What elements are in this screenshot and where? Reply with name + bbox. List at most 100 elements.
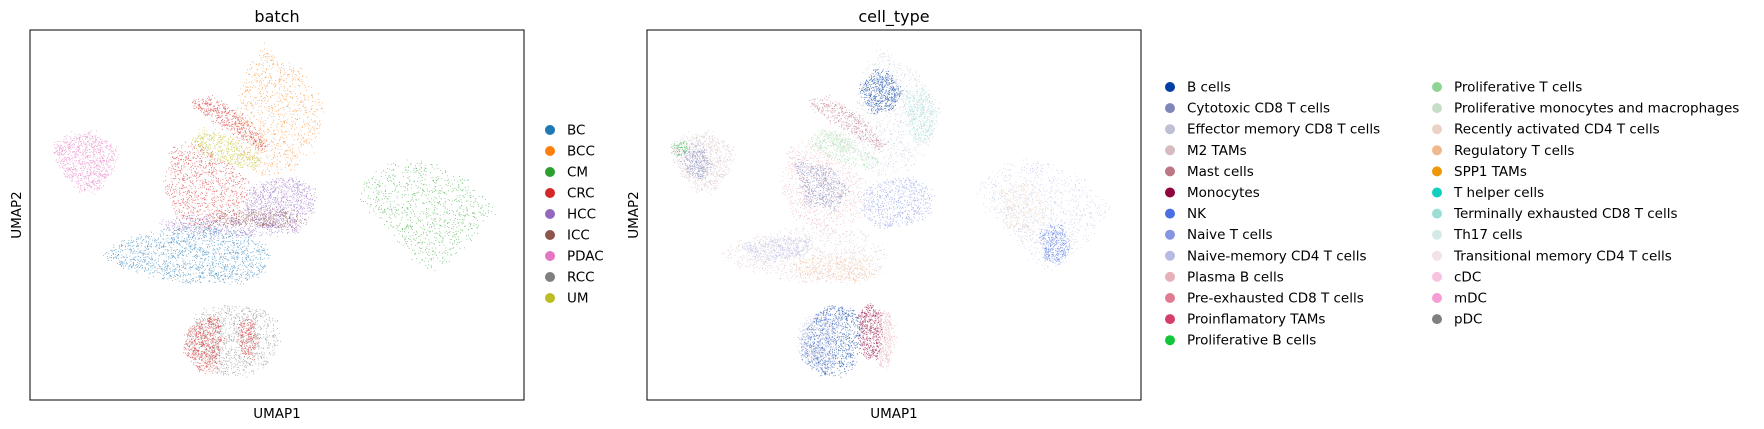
cell-type-legend-label-b-cells: B cells <box>1187 80 1231 96</box>
cell-type-point-cluster-0 <box>847 43 941 176</box>
cell-type-legend-label-regulatory-t-cells: Regulatory T cells <box>1454 143 1574 159</box>
cell-type-point-cluster-4 <box>1038 223 1073 265</box>
batch-point-cluster-2 <box>360 159 497 271</box>
batch-legend-label-bcc: BCC <box>567 144 595 160</box>
cell-type-legend-marker-terminally-exhausted-cd8-t-cells <box>1432 208 1442 219</box>
cell-type-legend-marker-recently-activated-cd4-t-cells <box>1432 124 1442 135</box>
cell-type-legend-marker-transitional-memory-cd4-t-cells <box>1432 250 1442 261</box>
cell-type-legend-marker-mdc <box>1432 293 1442 303</box>
batch-legend-label-icc: ICC <box>567 228 590 244</box>
cell-type-point-cluster-9 <box>780 141 870 229</box>
cell-type-legend-label-spp1-tams: SPP1 TAMs <box>1454 164 1527 180</box>
cell-type-xlabel: UMAP1 <box>870 406 918 422</box>
batch-points <box>53 42 497 378</box>
cell-type-legend-label-effector-memory-cd8-t-cells: Effector memory CD8 T cells <box>1187 122 1380 138</box>
cell-type-point-cluster-8 <box>741 236 812 266</box>
batch-axes-frame <box>29 29 525 401</box>
cell-type-point-cluster-5 <box>999 180 1051 240</box>
cell-type-point-cluster-20 <box>857 303 885 360</box>
cell-type-point-cluster-10 <box>794 159 850 213</box>
cell-type-legend-label-m2-tams: M2 TAMs <box>1187 143 1247 159</box>
batch-point-cluster-6 <box>243 176 318 229</box>
cell-type-legend-label-th17-cells: Th17 cells <box>1453 227 1523 243</box>
cell-type-legend-marker-cytotoxic-cd8-t-cells <box>1165 103 1175 114</box>
cell-type-point-cluster-7 <box>791 254 879 283</box>
batch-point-cluster-1 <box>231 42 325 176</box>
batch-legend-marker-bc <box>545 125 555 135</box>
batch-panel: batch UMAP1 UMAP2 BC BCC CM CRC HCC ICC PDAC RC… <box>9 7 604 422</box>
cell-type-point-cluster-18 <box>797 305 865 378</box>
cell-type-legend-label-naive-memory-cd4-t-cells: Naive-memory CD4 T cells <box>1187 248 1367 264</box>
batch-point-cluster-5 <box>192 127 262 171</box>
batch-point-cluster-7 <box>159 213 302 238</box>
cell-type-legend-marker-plasma-b-cells <box>1165 271 1175 282</box>
cell-type-ylabel: UMAP2 <box>626 191 642 239</box>
cell-type-legend-marker-b-cells <box>1165 82 1175 92</box>
batch-legend-label-um: UM <box>567 291 589 307</box>
cell-type-legend-label-plasma-b-cells: Plasma B cells <box>1187 269 1284 285</box>
batch-point-cluster-9 <box>53 130 119 195</box>
batch-legend-label-crc: CRC <box>567 186 595 202</box>
cell-type-legend-marker-proliferative-t-cells <box>1432 82 1442 92</box>
cell-type-legend-marker-pdc <box>1432 314 1442 325</box>
batch-legend: BC BCC CM CRC HCC ICC PDAC RCC UM <box>545 123 604 307</box>
cell-type-legend-label-nk: NK <box>1187 206 1207 222</box>
cell-type-legend-marker-proliferative-b-cells <box>1165 335 1175 346</box>
batch-legend-marker-um <box>545 293 555 303</box>
cell-type-legend-label-proliferative-b-cells: Proliferative B cells <box>1187 333 1316 349</box>
cell-type-point-cluster-13 <box>808 129 879 171</box>
batch-legend-marker-crc <box>545 188 555 198</box>
cell-type-points <box>670 43 1110 378</box>
batch-legend-marker-pdac <box>545 251 555 261</box>
cell-type-legend-marker-naive-memory-cd4-t-cells <box>1165 250 1175 261</box>
cell-type-legend-marker-th17-cells <box>1432 229 1442 240</box>
batch-legend-label-hcc: HCC <box>567 207 596 223</box>
cell-type-legend-label-cytotoxic-cd8-t-cells: Cytotoxic CD8 T cells <box>1187 101 1330 117</box>
batch-legend-label-cm: CM <box>567 165 588 181</box>
cell-type-point-cluster-12 <box>809 94 887 150</box>
cell-type-point-cluster-14 <box>820 130 859 158</box>
cell-type-point-cluster-17 <box>670 140 692 157</box>
cell-type-title: cell_type <box>858 7 929 27</box>
cell-type-legend-label-transitional-memory-cd4-t-cells: Transitional memory CD4 T cells <box>1453 248 1672 264</box>
cell-type-legend-label-monocytes: Monocytes <box>1187 185 1260 201</box>
cell-type-point-cluster-11 <box>860 176 935 230</box>
cell-type-point-cluster-15 <box>670 130 736 195</box>
cell-type-legend-marker-effector-memory-cd8-t-cells <box>1165 124 1175 135</box>
cell-type-legend-label-mast-cells: Mast cells <box>1187 164 1254 180</box>
cell-type-point-cluster-1 <box>859 69 904 115</box>
cell-type-legend-marker-regulatory-t-cells <box>1432 145 1442 156</box>
cell-type-legend-marker-pre-exhausted-cd8-t-cells <box>1165 293 1175 303</box>
cell-type-legend-marker-naive-t-cells <box>1165 229 1175 240</box>
cell-type-panel: cell_type UMAP1 UMAP2 B cells Cytotoxic C… <box>626 7 1739 422</box>
cell-type-legend-label-pdc: pDC <box>1454 312 1482 328</box>
batch-legend-marker-hcc <box>545 209 555 219</box>
cell-type-axes-frame <box>646 29 1142 401</box>
cell-type-legend-marker-spp1-tams <box>1432 166 1442 177</box>
batch-title: batch <box>254 7 299 26</box>
cell-type-legend-label-naive-t-cells: Naive T cells <box>1187 227 1273 243</box>
cell-type-legend-label-cdc: cDC <box>1454 269 1481 285</box>
cell-type-legend-marker-monocytes <box>1165 187 1175 198</box>
batch-point-cluster-0 <box>103 222 271 285</box>
cell-type-legend-label-terminally-exhausted-cd8-t-cells: Terminally exhausted CD8 T cells <box>1453 206 1678 222</box>
cell-type-legend-label-t-helper-cells: T helper cells <box>1453 185 1544 201</box>
batch-point-cluster-12 <box>236 316 260 363</box>
batch-legend-label-rcc: RCC <box>567 270 595 286</box>
cell-type-point-cluster-21 <box>874 309 898 370</box>
batch-xlabel: UMAP1 <box>253 406 301 422</box>
batch-legend-marker-rcc <box>545 272 555 282</box>
batch-legend-label-bc: BC <box>567 123 585 139</box>
cell-type-legend: B cells Cytotoxic CD8 T cells Effector mem… <box>1165 80 1739 349</box>
cell-type-legend-marker-proliferative-monocytes-and-macrophages <box>1432 103 1442 114</box>
cell-type-point-cluster-19 <box>797 312 843 371</box>
cell-type-point-cluster-2 <box>903 84 940 143</box>
cell-type-legend-marker-proinflamatory-tams <box>1165 314 1175 325</box>
cell-type-legend-label-proliferative-t-cells: Proliferative T cells <box>1454 80 1582 96</box>
cell-type-legend-marker-nk <box>1165 208 1175 219</box>
batch-legend-marker-icc <box>545 230 555 240</box>
batch-ylabel: UMAP2 <box>9 191 25 239</box>
batch-point-cluster-4 <box>192 95 270 152</box>
cell-type-legend-label-mdc: mDC <box>1454 291 1487 307</box>
